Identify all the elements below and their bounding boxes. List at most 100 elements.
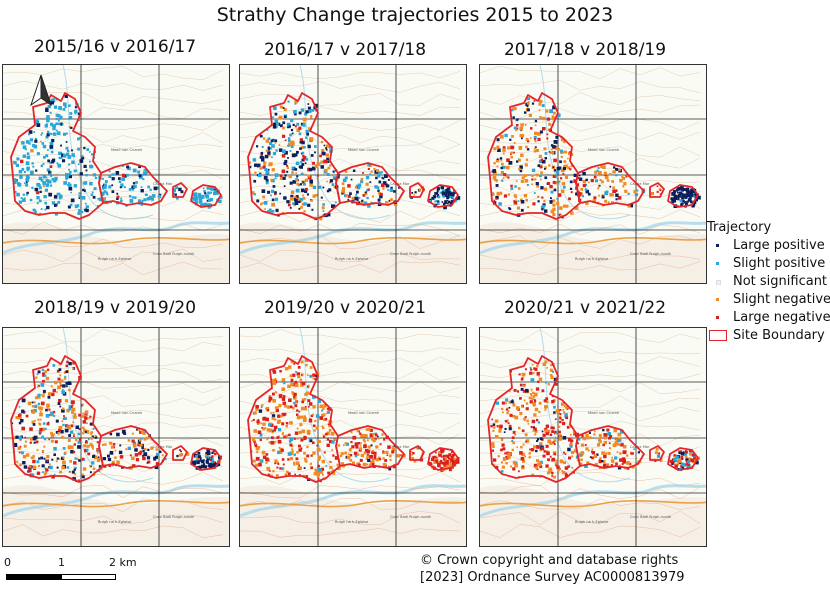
change-pixel [304,162,307,164]
change-pixel [491,449,494,452]
change-pixel [269,141,273,146]
change-pixel [302,418,307,422]
change-pixel [295,371,297,373]
change-pixel [94,436,98,439]
change-pixel [47,117,50,120]
change-pixel [305,110,309,114]
change-pixel [382,462,387,467]
change-pixel [687,463,690,466]
change-pixel [532,372,535,375]
site-boundary [575,162,645,206]
change-pixel [510,153,512,155]
change-pixel [555,135,559,139]
change-pixel [101,443,105,446]
change-pixel [58,196,62,200]
change-pixel [538,154,542,158]
contour-line [240,209,461,223]
change-pixel [508,207,512,211]
change-pixel [530,368,533,371]
change-pixel [42,392,46,395]
change-pixel [274,177,277,180]
change-pixel [289,206,292,209]
change-pixel [252,158,257,162]
change-pixel [133,184,137,189]
change-pixel [210,457,214,461]
change-pixel [551,115,555,118]
change-pixel [275,474,279,478]
change-pixel [23,444,27,448]
change-pixel [38,176,42,181]
change-pixel [495,158,500,163]
change-pixel [251,438,256,442]
change-pixel [585,447,589,451]
change-pixel [73,461,77,465]
change-pixel [503,194,508,198]
change-pixel [36,182,40,187]
change-pixel [67,426,72,430]
change-pixel [42,379,45,383]
change-pixel [537,421,540,424]
change-pixel [531,473,535,477]
change-pixel [609,185,612,188]
change-pixel [31,162,34,165]
change-pixel [372,461,375,464]
change-pixel [58,458,61,460]
change-pixel [94,434,97,437]
change-pixel [47,395,51,399]
change-pixel [619,452,622,455]
change-pixel [492,423,496,426]
change-pixel [539,130,543,134]
change-pixel [305,392,308,396]
change-pixel [568,456,571,460]
change-pixel [15,163,19,167]
change-pixel [360,177,364,181]
change-pixel [25,178,30,182]
change-pixel [553,169,557,172]
change-pixel [46,205,50,210]
map-place-label: Meall nan Cnamh [588,148,619,152]
change-pixel [346,194,348,196]
change-pixel [328,146,332,149]
change-pixel [259,166,263,170]
change-pixel [448,453,452,457]
change-pixel [74,473,77,476]
change-pixel [544,429,548,433]
change-pixel [25,193,28,196]
change-pixel [49,111,52,114]
change-pixel [38,432,41,435]
change-pixel [270,423,274,427]
change-pixel [377,437,380,440]
change-pixel [322,473,324,476]
change-pixel [387,179,390,181]
change-pixel [129,199,134,203]
change-pixel [353,451,358,456]
change-pixel [58,119,60,122]
change-pixel [141,446,144,450]
change-pixel [323,144,326,147]
change-pixel [82,426,85,430]
change-pixel [332,176,337,180]
change-pixel [536,371,540,376]
change-pixel [309,439,313,442]
change-pixel [109,441,113,445]
change-pixel [50,434,54,438]
change-pixel [654,460,657,462]
change-pixel [367,163,371,167]
change-pixel [298,444,301,448]
change-pixel [58,192,61,195]
change-pixel [48,180,52,184]
change-pixel [631,466,635,469]
change-pixel [78,479,80,482]
change-pixel [54,204,57,207]
change-pixel [305,129,309,134]
change-pixel [613,428,617,433]
change-pixel [536,440,539,442]
change-pixel [200,203,204,208]
change-pixel [512,107,515,110]
contour-line [480,223,701,236]
change-pixel [101,191,105,195]
change-pixel [542,127,546,131]
change-pixel [508,406,511,409]
change-pixel [354,185,358,188]
change-pixel [97,198,99,200]
